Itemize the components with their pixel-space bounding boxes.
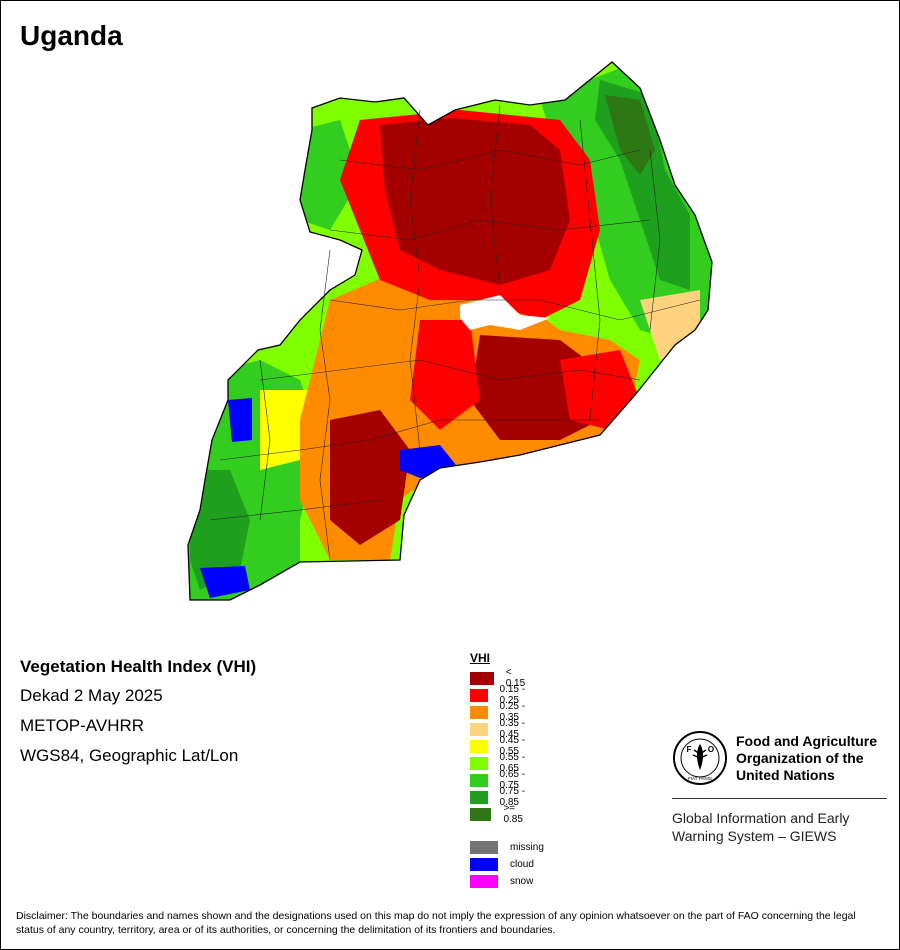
product-sensor: METOP-AVHRR (20, 716, 145, 735)
fao-logo-motto: FIAT PANIS (688, 776, 712, 781)
uganda-vhi-map (187, 61, 713, 601)
legend-class-6: 0.65 - 0.75 (470, 769, 529, 791)
giews-name: Global Information and Early Warning Sys… (672, 809, 888, 845)
fao-divider (672, 798, 887, 799)
legend-special-missing: missing (470, 840, 544, 854)
legend-special-missing-swatch (470, 840, 498, 854)
legend-special-snow-label: snow (510, 875, 534, 887)
legend-class-2: 0.25 - 0.35 (470, 701, 529, 723)
fao-name-line-1: Food and Agriculture (736, 732, 878, 749)
legend-class-4-swatch (470, 739, 488, 753)
legend-class-3-swatch (470, 722, 488, 736)
legend-class-3-label: 0.35 - 0.45 (499, 718, 526, 740)
legend-class-1-swatch (470, 688, 488, 702)
legend-class-5-swatch (470, 756, 488, 770)
legend-special-snow-swatch (470, 874, 498, 888)
fao-name: Food and Agriculture Organization of the… (736, 733, 877, 784)
legend-class-1-label: 0.15 - 0.25 (499, 684, 526, 706)
legend-title: VHI (470, 651, 491, 665)
country-title: Uganda (20, 20, 123, 51)
vhi-legend: VHI < 0.15 0.15 - 0.25 0.25 - 0.35 0.35 - 0… (470, 651, 544, 888)
legend-class-7: 0.75 - 0.85 (470, 786, 529, 808)
fao-logo-icon: F O FIAT PANIS (673, 731, 727, 785)
legend-class-0-label: < 0.15 (505, 667, 526, 689)
product-period: Dekad 2 May 2025 (20, 686, 163, 705)
legend-class-7-label: 0.75 - 0.85 (499, 786, 526, 808)
legend-class-0: < 0.15 (470, 667, 529, 689)
legend-class-5-label: 0.55 - 0.65 (499, 752, 526, 774)
fao-logo-letter-f: F (687, 745, 692, 754)
legend-class-4-label: 0.45 - 0.55 (499, 735, 526, 757)
giews-line-2: Warning System – GIEWS (672, 828, 837, 844)
legend-special-cloud: cloud (470, 857, 534, 871)
legend-class-8-label: >= 0.85 (503, 803, 523, 825)
disclaimer: Disclaimer: The boundaries and names sho… (16, 910, 856, 936)
legend-special-cloud-label: cloud (510, 858, 534, 870)
legend-special-snow: snow (470, 874, 533, 888)
giews-line-1: Global Information and Early (672, 810, 850, 826)
legend-class-7-swatch (470, 790, 488, 804)
fao-logo-letter-o: O (708, 745, 714, 754)
fao-block: F O FIAT PANIS Food and Agriculture Orga… (672, 730, 888, 845)
legend-special-missing-label: missing (510, 841, 544, 853)
legend-class-2-label: 0.25 - 0.35 (499, 701, 526, 723)
fao-name-line-3: United Nations (736, 766, 835, 783)
legend-class-8: >= 0.85 (470, 803, 529, 825)
legend-special-cloud-swatch (470, 857, 498, 871)
legend-class-5: 0.55 - 0.65 (470, 752, 529, 774)
product-title: Vegetation Health Index (VHI) (20, 657, 257, 676)
fao-name-line-2: Organization of the (736, 749, 864, 766)
legend-class-4: 0.45 - 0.55 (470, 735, 529, 757)
legend-class-6-swatch (470, 773, 488, 787)
legend-class-0-swatch (470, 671, 494, 685)
legend-class-6-label: 0.65 - 0.75 (499, 769, 526, 791)
legend-class-1: 0.15 - 0.25 (470, 684, 529, 706)
legend-class-3: 0.35 - 0.45 (470, 718, 529, 740)
legend-class-2-swatch (470, 705, 488, 719)
legend-class-8-swatch (470, 807, 492, 821)
product-projection: WGS84, Geographic Lat/Lon (20, 746, 239, 765)
